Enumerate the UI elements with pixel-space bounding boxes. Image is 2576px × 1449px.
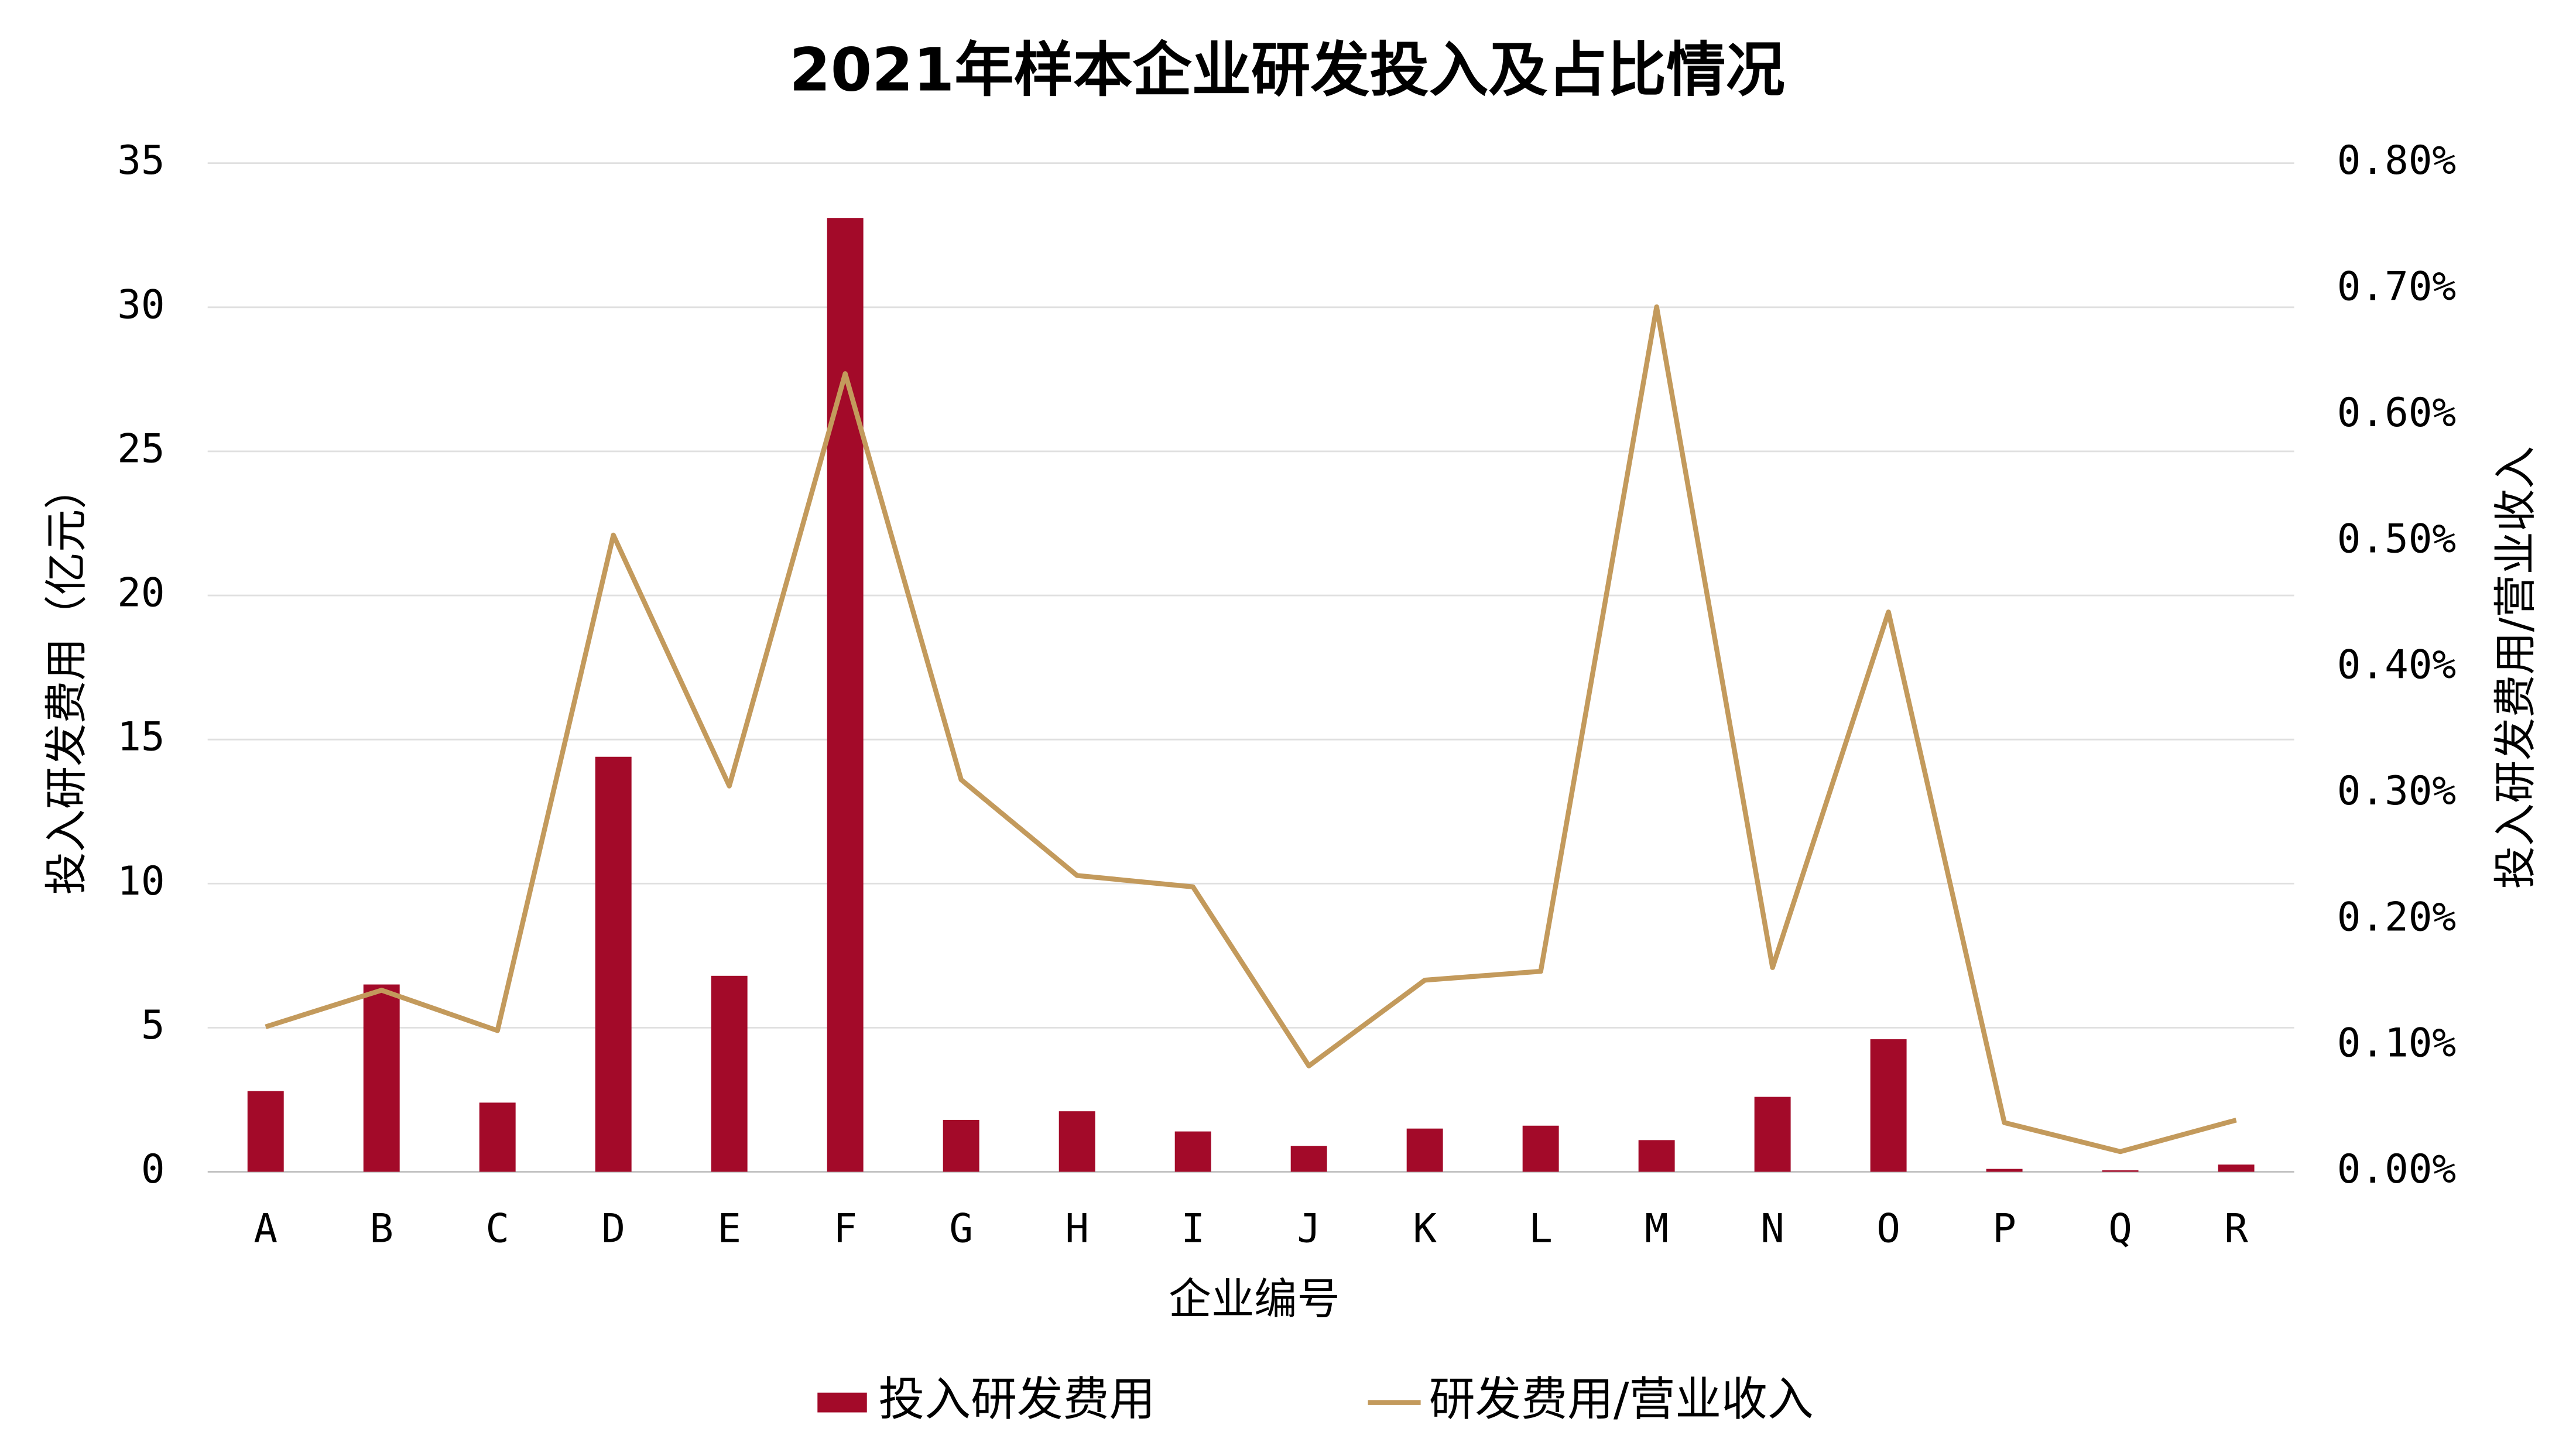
- y-tick-label: 30: [117, 281, 165, 327]
- y2-tick-label: 0.50%: [2337, 515, 2456, 561]
- x-tick-label: D: [601, 1205, 625, 1251]
- y-tick-label: 25: [117, 425, 165, 471]
- x-tick-label: G: [949, 1205, 973, 1251]
- bar: [2102, 1170, 2139, 1172]
- y-tick-label: 10: [117, 858, 165, 904]
- x-tick-label: K: [1413, 1205, 1437, 1251]
- bar: [1754, 1097, 1791, 1172]
- y2-tick-label: 0.00%: [2337, 1146, 2456, 1192]
- x-tick-label: M: [1645, 1205, 1669, 1251]
- bar: [363, 984, 400, 1172]
- bar: [711, 975, 748, 1172]
- bar: [479, 1102, 516, 1172]
- y-axis-title: 投入研发费用（亿元）: [42, 467, 91, 895]
- line: [265, 304, 2237, 1155]
- y-tick-label: 0: [141, 1146, 165, 1192]
- x-tick-label: O: [1876, 1205, 1900, 1251]
- y-tick-label: 15: [117, 714, 165, 760]
- x-tick-label: I: [1181, 1205, 1205, 1251]
- x-tick-label: N: [1760, 1205, 1784, 1251]
- y2-tick-label: 0.30%: [2337, 768, 2456, 814]
- bar: [1174, 1131, 1211, 1172]
- y2-tick-label: 0.20%: [2337, 893, 2456, 940]
- bar: [1522, 1125, 1559, 1172]
- chart-title: 2021年样本企业研发投入及占比情况: [789, 36, 1785, 105]
- x-tick-label: P: [1992, 1205, 2016, 1251]
- bar: [1986, 1169, 2023, 1172]
- legend-label: 投入研发费用: [878, 1372, 1155, 1426]
- bar: [827, 218, 864, 1172]
- bar: [247, 1091, 284, 1172]
- y2-tick-label: 0.10%: [2337, 1020, 2456, 1066]
- bar: [1059, 1111, 1095, 1172]
- legend-label: 研发费用/营业收入: [1429, 1372, 1814, 1426]
- x-tick-label: Q: [2108, 1205, 2132, 1251]
- y2-tick-label: 0.70%: [2337, 263, 2456, 310]
- x-tick-label: F: [833, 1205, 857, 1251]
- y2-axis-title: 投入研发费用/营业收入: [2491, 446, 2540, 889]
- bar: [943, 1119, 979, 1172]
- x-tick-label: A: [254, 1205, 278, 1251]
- x-tick-label: R: [2224, 1205, 2248, 1251]
- y2-tick-label: 0.40%: [2337, 642, 2456, 688]
- bar: [1870, 1039, 1907, 1172]
- bar: [1406, 1128, 1443, 1172]
- bar: [2218, 1164, 2255, 1172]
- y2-tick-label: 0.80%: [2337, 137, 2456, 183]
- x-tick-label: H: [1065, 1205, 1089, 1251]
- bar: [1290, 1146, 1327, 1172]
- x-tick-label: C: [485, 1205, 509, 1251]
- legend-swatch: [817, 1392, 867, 1413]
- bar: [1638, 1140, 1675, 1172]
- x-tick-label: E: [717, 1205, 741, 1251]
- bar: [595, 756, 632, 1172]
- y2-tick-label: 0.60%: [2337, 389, 2456, 436]
- y-tick-label: 20: [117, 570, 165, 616]
- x-axis-title: 企业编号: [1169, 1275, 1340, 1324]
- x-tick-label: L: [1529, 1205, 1553, 1251]
- x-tick-label: B: [369, 1205, 393, 1251]
- x-tick-label: J: [1297, 1205, 1321, 1251]
- y-tick-label: 35: [117, 137, 165, 183]
- y-tick-label: 5: [141, 1002, 165, 1048]
